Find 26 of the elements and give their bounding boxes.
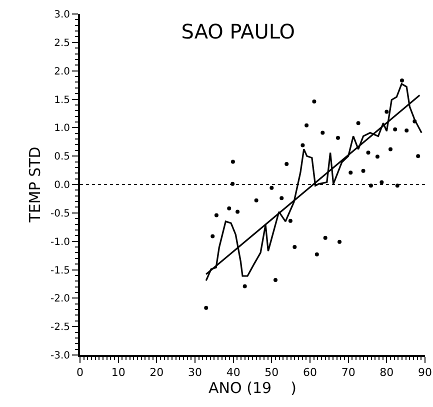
y-tick-label: 1.5 bbox=[54, 94, 70, 106]
x-tick-label: 40 bbox=[226, 366, 240, 380]
y-tick-label: 0.5 bbox=[54, 152, 70, 163]
x-tick-label: 70 bbox=[341, 366, 356, 380]
x-tick-label: 60 bbox=[303, 366, 317, 380]
x-tick-label: 90 bbox=[418, 366, 432, 380]
x-tick-label: 20 bbox=[150, 366, 164, 380]
y-axis-title: TEMP STD bbox=[26, 146, 44, 224]
x-tick-label: 30 bbox=[188, 366, 202, 380]
x-axis-title: ANO (19 ) bbox=[208, 379, 296, 398]
y-tick-label: 0.0 bbox=[54, 180, 70, 191]
y-tick-label: -2.0 bbox=[50, 294, 70, 305]
x-tick-label: 0 bbox=[76, 366, 84, 380]
chart-title: SAO PAULO bbox=[181, 19, 296, 44]
y-tick-label: 3.0 bbox=[54, 10, 70, 20]
y-tick-label: -1.5 bbox=[50, 265, 70, 276]
y-tick-label: 2.0 bbox=[54, 66, 70, 78]
y-tick-label: 2.5 bbox=[54, 38, 70, 49]
y-tick-label: -0.5 bbox=[50, 208, 70, 220]
y-tick-label: 1.0 bbox=[54, 123, 70, 134]
x-tick-label: 50 bbox=[264, 366, 279, 380]
y-tick-label: -2.5 bbox=[50, 322, 70, 334]
x-tick-label: 80 bbox=[380, 366, 394, 380]
y-tick-label: -1.0 bbox=[50, 236, 70, 248]
x-tick-label: 10 bbox=[111, 366, 126, 380]
y-tick-label: -3.0 bbox=[50, 350, 70, 362]
